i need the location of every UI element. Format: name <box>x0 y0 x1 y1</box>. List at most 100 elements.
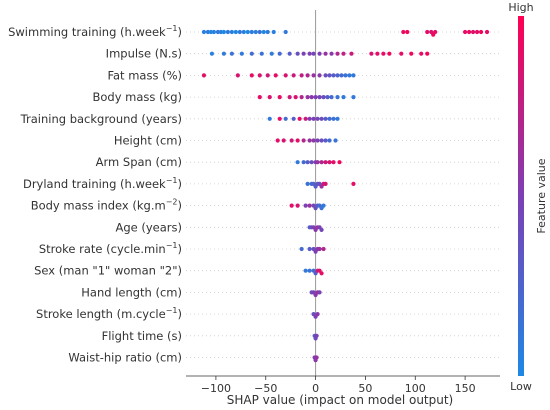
shap-point <box>267 116 272 121</box>
shap-point <box>311 116 316 121</box>
shap-point <box>419 51 424 56</box>
shap-points <box>201 29 490 363</box>
shap-point <box>291 116 296 121</box>
shap-point <box>405 29 410 35</box>
shap-point <box>269 51 274 56</box>
shap-point <box>341 51 346 56</box>
shap-point <box>309 160 314 165</box>
shap-point <box>323 51 328 56</box>
shap-point <box>299 95 304 100</box>
shap-point <box>297 116 302 121</box>
shap-point <box>245 29 250 35</box>
shap-point <box>341 95 346 100</box>
shap-point <box>275 138 280 143</box>
shap-point <box>295 203 300 208</box>
shap-point <box>291 73 296 78</box>
shap-point <box>321 203 326 208</box>
feature-label: Arm Span (cm) <box>96 155 182 169</box>
shap-point <box>319 227 324 232</box>
shap-point <box>317 290 322 295</box>
x-tick-label: 50 <box>358 382 372 395</box>
shap-point <box>249 51 254 56</box>
shap-point <box>307 116 312 121</box>
shap-point <box>289 138 294 143</box>
shap-point <box>401 29 406 35</box>
feature-label: Hand length (cm) <box>81 285 182 299</box>
shap-point <box>484 29 490 35</box>
shap-point <box>466 29 472 35</box>
shap-point <box>317 73 322 78</box>
shap-point <box>273 73 278 78</box>
shap-point <box>351 73 356 78</box>
shap-point <box>319 116 324 121</box>
x-tick-label: 100 <box>405 382 426 395</box>
shap-point <box>229 51 234 56</box>
shap-point <box>249 29 254 35</box>
shap-point <box>470 29 476 35</box>
shap-point <box>307 203 312 208</box>
shap-point <box>307 246 312 252</box>
shap-point <box>331 160 336 165</box>
shap-point <box>301 138 306 143</box>
shap-point <box>283 29 288 35</box>
colorbar: High Low Feature value <box>508 1 548 393</box>
shap-point <box>261 29 266 35</box>
shap-point <box>335 73 340 78</box>
shap-point <box>277 51 282 56</box>
shap-point <box>327 160 332 165</box>
colorbar-title: Feature value <box>535 158 548 233</box>
shap-point <box>257 73 262 78</box>
shap-point <box>327 116 332 121</box>
shap-point <box>249 73 254 78</box>
shap-point <box>307 51 312 56</box>
shap-point <box>433 29 438 35</box>
shap-point <box>347 73 352 78</box>
shap-point <box>369 51 374 56</box>
shap-point <box>409 51 414 56</box>
feature-label: Waist-hip ratio (cm) <box>68 351 182 365</box>
shap-point <box>315 116 320 121</box>
shap-point <box>387 51 392 56</box>
shap-point <box>229 29 234 35</box>
shap-point <box>307 268 312 273</box>
x-axis-title: SHAP value (impact on model output) <box>227 393 454 407</box>
shap-point <box>315 312 320 317</box>
feature-label: Impulse (N.s) <box>106 47 182 61</box>
shap-point <box>335 95 340 100</box>
shap-point <box>314 355 319 360</box>
feature-label: Fat mass (%) <box>107 68 182 82</box>
shap-point <box>201 29 207 35</box>
shap-point <box>337 160 342 165</box>
shap-point <box>287 95 292 100</box>
feature-label: Sex (man "1" woman "2") <box>34 264 182 278</box>
shap-point <box>233 29 238 35</box>
x-tick-label: −50 <box>254 382 277 395</box>
shap-point <box>327 73 332 78</box>
shap-point <box>474 29 480 35</box>
shap-point <box>351 95 356 100</box>
shap-point <box>335 51 340 56</box>
shap-point <box>311 51 316 56</box>
shap-point <box>208 29 214 35</box>
shap-point <box>311 138 316 143</box>
shap-point <box>259 51 264 56</box>
shap-point <box>205 29 211 35</box>
x-tick-label: 150 <box>455 382 476 395</box>
feature-label: Training background (years) <box>20 112 182 126</box>
shap-point <box>317 51 322 56</box>
shap-point <box>323 160 328 165</box>
shap-point <box>295 138 300 143</box>
shap-point <box>315 138 320 143</box>
feature-labels: Swimming training (h.week−1) Impulse (N.s… <box>8 24 182 365</box>
shap-point <box>265 73 270 78</box>
shap-point <box>225 29 230 35</box>
shap-point <box>321 246 326 252</box>
shap-point <box>339 73 344 78</box>
feature-label: Body mass index (kg.m−2) <box>31 198 182 213</box>
shap-point <box>267 95 272 100</box>
shap-point <box>218 29 223 35</box>
x-tick-label: −100 <box>201 382 231 395</box>
shap-point <box>381 51 386 56</box>
shap-point <box>257 95 262 100</box>
